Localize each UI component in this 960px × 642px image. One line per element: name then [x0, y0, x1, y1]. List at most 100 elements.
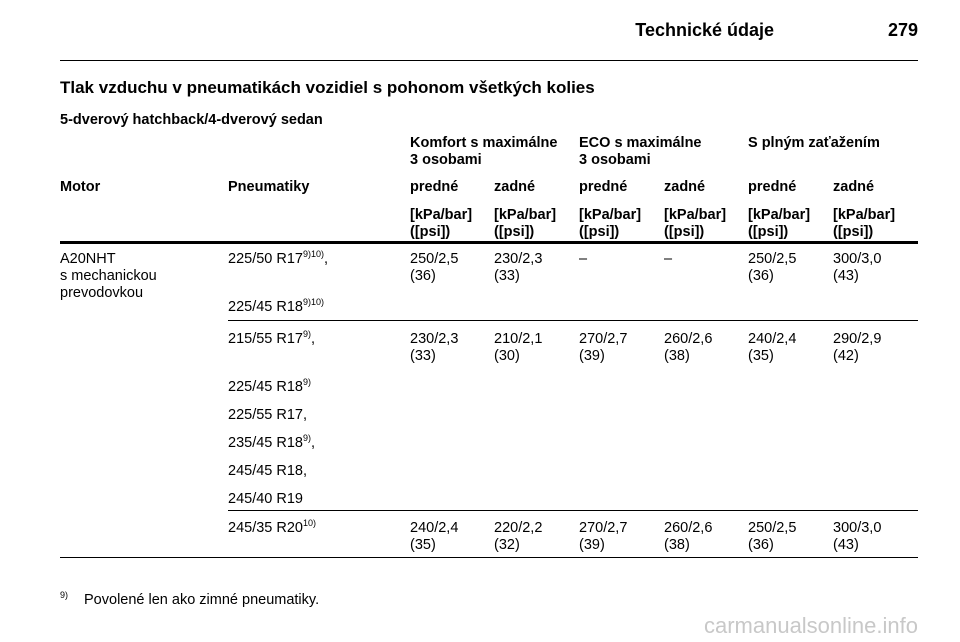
- pressure-line: (39): [579, 348, 605, 364]
- tire: 225/45 R189): [228, 377, 311, 396]
- tire-size: 235/45 R18: [228, 435, 303, 451]
- pressure: 300/3,0 (43): [833, 251, 881, 285]
- pressure: 260/2,6 (38): [664, 520, 712, 554]
- tire: 225/55 R17,: [228, 407, 307, 424]
- pressure-line: 250/2,5: [748, 251, 797, 267]
- engine-line: s mechanickou: [60, 268, 157, 284]
- unit-header-line: [kPa/bar]: [494, 207, 557, 223]
- pressure-line: 230/2,3: [410, 331, 459, 347]
- unit-header-line: [kPa/bar]: [664, 207, 727, 223]
- pressure-line: 240/2,4: [410, 520, 459, 536]
- pressure-line: 250/2,5: [748, 520, 797, 536]
- unit-header: [kPa/bar] ([psi]): [579, 207, 641, 241]
- pressure-line: 270/2,7: [579, 331, 628, 347]
- row-rule: [228, 510, 918, 511]
- page-number: 279: [887, 20, 918, 40]
- pressure-line: (35): [410, 537, 436, 553]
- tire-size: 225/45 R18: [228, 299, 303, 315]
- tire-size: 225/55 R17: [228, 407, 303, 423]
- pressure-line: 260/2,6: [664, 520, 713, 536]
- pressure: 240/2,4 (35): [410, 520, 458, 554]
- engine-line: prevodovkou: [60, 285, 144, 301]
- column-header: predné: [410, 179, 459, 195]
- section-title: Technické údaje: [635, 20, 774, 40]
- footnote-text: Povolené len ako zimné pneumatiky.: [84, 592, 320, 608]
- pressure-line: (43): [833, 537, 859, 553]
- group-header-line: S plným zaťažením: [748, 135, 880, 151]
- pressure: 230/2,3 (33): [494, 251, 542, 285]
- tire: 225/45 R189)10): [228, 297, 324, 316]
- pressure-line: –: [579, 251, 588, 267]
- pressure-line: (35): [748, 348, 774, 364]
- tire: 245/35 R2010): [228, 518, 316, 537]
- unit-header-line: ([psi]): [664, 224, 705, 240]
- tire: 225/50 R179)10),: [228, 250, 328, 268]
- unit-header-line: [kPa/bar]: [748, 207, 811, 223]
- unit-header: [kPa/bar] ([psi]): [664, 207, 726, 241]
- pressure-line: (42): [833, 348, 859, 364]
- unit-header: [kPa/bar] ([psi]): [748, 207, 810, 241]
- pressure-line: (39): [579, 537, 605, 553]
- unit-header: [kPa/bar] ([psi]): [410, 207, 472, 241]
- footnote-ref: 9): [302, 377, 311, 387]
- pressure: 250/2,5 (36): [410, 251, 458, 285]
- column-header: zadné: [833, 179, 875, 195]
- pressure-line: (33): [494, 268, 520, 284]
- column-header: zadné: [494, 179, 536, 195]
- engine-line: A20NHT: [60, 251, 116, 267]
- unit-header: [kPa/bar] ([psi]): [833, 207, 895, 241]
- pressure-line: (43): [833, 268, 859, 284]
- pressure-line: (30): [494, 348, 520, 364]
- group-header: ECO s maximálne 3 osobami: [579, 135, 702, 169]
- footnote-ref: 9)10): [302, 297, 324, 307]
- unit-header-line: ([psi]): [410, 224, 451, 240]
- tire-size: 245/35 R20: [228, 520, 303, 536]
- column-header: Pneumatiky: [228, 179, 310, 195]
- footnote-ref: 10): [302, 518, 316, 528]
- punctuation: ,: [302, 463, 308, 479]
- punctuation: ,: [311, 331, 316, 347]
- pressure-line: 250/2,5: [410, 251, 459, 267]
- tire: 245/45 R18,: [228, 463, 307, 480]
- pressure-line: 240/2,4: [748, 331, 797, 347]
- unit-header-line: ([psi]): [833, 224, 874, 240]
- column-header: zadné: [664, 179, 706, 195]
- pressure-line: (38): [664, 537, 690, 553]
- group-header-line: 3 osobami: [410, 152, 482, 168]
- pressure: 230/2,3 (33): [410, 331, 458, 365]
- row-rule: [228, 320, 918, 321]
- pressure-line: 230/2,3: [494, 251, 543, 267]
- column-header: predné: [579, 179, 628, 195]
- group-header-line: 3 osobami: [579, 152, 651, 168]
- pressure: –: [579, 251, 587, 268]
- pressure-line: 260/2,6: [664, 331, 713, 347]
- tire: 245/40 R19: [228, 491, 303, 508]
- pressure-line: (36): [748, 537, 774, 553]
- pressure-line: (36): [410, 268, 436, 284]
- punctuation: ,: [302, 407, 308, 423]
- tire-size: 215/55 R17: [228, 331, 303, 347]
- pressure: 250/2,5 (36): [748, 251, 796, 285]
- tire-size: 225/50 R17: [228, 251, 303, 267]
- footnote: 9) Povolené len ako zimné pneumatiky.: [60, 591, 320, 609]
- unit-header: [kPa/bar] ([psi]): [494, 207, 556, 241]
- pressure: 270/2,7 (39): [579, 331, 627, 365]
- tire-size: 225/45 R18: [228, 379, 303, 395]
- pressure-line: 210/2,1: [494, 331, 543, 347]
- punctuation: ,: [311, 435, 316, 451]
- subtitle: 5-dverový hatchback/4-dverový sedan: [60, 112, 323, 128]
- footnote-ref: 9): [302, 433, 311, 443]
- pressure-line: –: [664, 251, 673, 267]
- pressure-line: 300/3,0: [833, 251, 882, 267]
- pressure: 250/2,5 (36): [748, 520, 796, 554]
- unit-header-line: [kPa/bar]: [579, 207, 642, 223]
- unit-header-line: ([psi]): [748, 224, 789, 240]
- pressure: 300/3,0 (43): [833, 520, 881, 554]
- pressure-line: (32): [494, 537, 520, 553]
- pressure-line: 270/2,7: [579, 520, 628, 536]
- watermark: carmanualsonline.info: [703, 613, 918, 638]
- pressure-line: (38): [664, 348, 690, 364]
- engine: A20NHT s mechanickou prevodovkou: [60, 251, 157, 302]
- unit-header-line: [kPa/bar]: [410, 207, 473, 223]
